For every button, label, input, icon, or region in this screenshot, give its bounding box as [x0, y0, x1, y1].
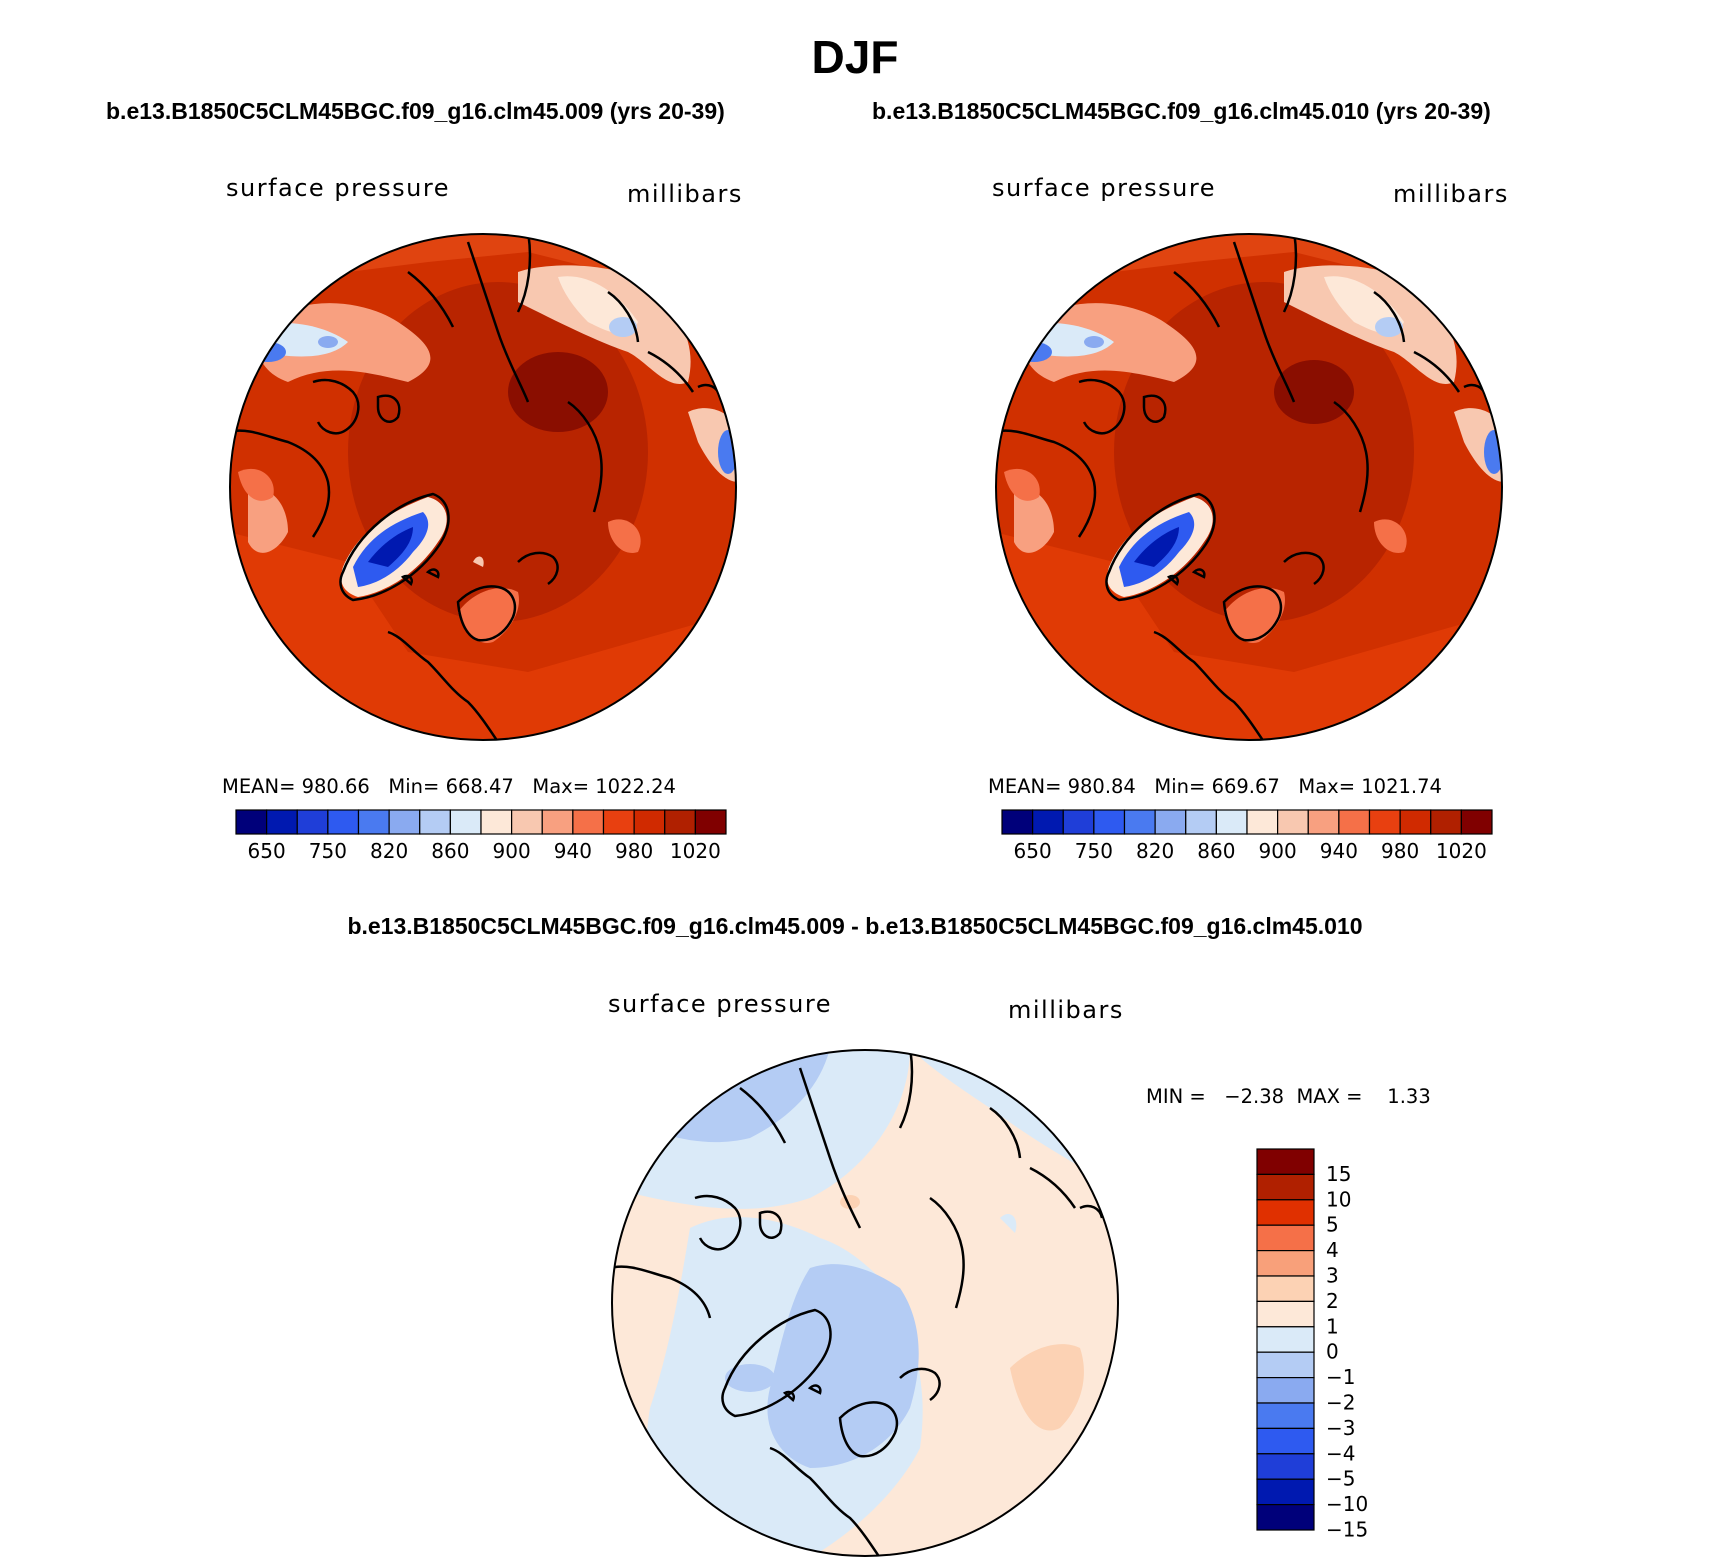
colorbar-left-swatch	[296, 809, 329, 835]
case-title-left: b.e13.B1850C5CLM45BGC.f09_g16.clm45.009 …	[106, 98, 725, 124]
colorbar-difference-swatch	[1256, 1224, 1315, 1252]
colorbar-left-swatch	[449, 809, 482, 835]
colorbar-right-swatch	[1185, 809, 1217, 835]
colorbar-difference-swatch	[1256, 1402, 1315, 1429]
colorbar-right-swatch	[1368, 809, 1401, 835]
panel-right-variable: surface pressure	[992, 174, 1216, 202]
colorbar-right-swatch	[1093, 809, 1126, 835]
colorbar-right-swatch	[1154, 809, 1187, 835]
colorbar-difference-swatch	[1256, 1275, 1315, 1302]
colorbar-left-swatch	[541, 809, 574, 835]
colorbar-difference-tick-label: 10	[1326, 1187, 1351, 1211]
difference-title: b.e13.B1850C5CLM45BGC.f09_g16.clm45.009 …	[347, 913, 1363, 939]
colorbar-left-tick-label: 1020	[670, 839, 721, 863]
colorbar-right-swatch	[1123, 809, 1156, 835]
panel-left-variable: surface pressure	[226, 174, 450, 202]
colorbar-left-swatch	[480, 809, 513, 835]
colorbar-left-swatch	[388, 809, 421, 835]
colorbar-difference-tick-label: 2	[1326, 1289, 1339, 1313]
colorbar-left-swatch	[694, 809, 727, 835]
colorbar-difference-tick-label: −3	[1326, 1416, 1355, 1440]
colorbar-right-swatch	[1032, 809, 1064, 835]
colorbar-right-swatch	[1399, 809, 1432, 835]
colorbar-difference-swatch	[1256, 1173, 1315, 1201]
colorbar-left-tick-label: 820	[370, 839, 408, 863]
colorbar-left-tick-label: 940	[554, 839, 592, 863]
diff-panel-variable: surface pressure	[608, 990, 832, 1018]
colorbar-left-swatch	[235, 809, 268, 835]
panel-right-stats: MEAN= 980.84 Min= 669.67 Max= 1021.74	[988, 775, 1442, 798]
colorbar-difference-tick-label: −2	[1326, 1391, 1355, 1415]
colorbar-right-tick-label: 820	[1136, 839, 1174, 863]
colorbar-difference-tick-label: 3	[1326, 1264, 1339, 1288]
colorbar-difference-swatch	[1256, 1148, 1315, 1175]
colorbar-right-tick-label: 940	[1320, 839, 1358, 863]
colorbar-difference-tick-label: −5	[1326, 1467, 1355, 1491]
colorbar-right-tick-label: 1020	[1436, 839, 1487, 863]
colorbar-difference-swatch	[1256, 1199, 1315, 1226]
polar-map-difference	[611, 1049, 1119, 1557]
colorbar-left-swatch	[266, 809, 298, 835]
case-title-right: b.e13.B1850C5CLM45BGC.f09_g16.clm45.010 …	[872, 98, 1491, 124]
polar-map-left	[229, 233, 737, 741]
colorbar-difference-tick-label: 0	[1326, 1340, 1339, 1364]
colorbar-left-tick-label: 860	[431, 839, 469, 863]
colorbar-difference-swatch	[1256, 1300, 1315, 1328]
figure-title: DJF	[811, 31, 899, 83]
colorbar-left-tick-label: 900	[493, 839, 531, 863]
colorbar-left-swatch	[511, 809, 543, 835]
colorbar-difference-tick-label: 1	[1326, 1314, 1339, 1338]
colorbar-difference-tick-label: 5	[1326, 1213, 1339, 1237]
panel-left-units: millibars	[627, 180, 743, 208]
colorbar-right-swatch	[1460, 809, 1493, 835]
colorbar-left-swatch	[419, 809, 451, 835]
colorbar-right-tick-label: 750	[1075, 839, 1113, 863]
colorbar-difference-swatch	[1256, 1351, 1315, 1379]
colorbar-difference-swatch	[1256, 1377, 1315, 1404]
colorbar-right-swatch	[1215, 809, 1248, 835]
colorbar-difference-tick-label: −4	[1326, 1441, 1355, 1465]
colorbar-right: 650 750 820 860 900 940 980 1020	[1001, 809, 1493, 863]
colorbar-difference-swatch	[1256, 1326, 1315, 1353]
colorbar-difference-swatch	[1256, 1249, 1315, 1277]
diff-panel-stats: MIN = −2.38 MAX = 1.33	[1146, 1085, 1431, 1108]
colorbar-difference-swatch	[1256, 1478, 1315, 1506]
colorbar-right-tick-label: 980	[1381, 839, 1419, 863]
colorbar-left-swatch	[664, 809, 696, 835]
colorbar-right-swatch	[1246, 809, 1279, 835]
colorbar-right-swatch	[1062, 809, 1095, 835]
colorbar-right-tick-label: 650	[1014, 839, 1052, 863]
colorbar-difference-tick-label: 4	[1326, 1238, 1339, 1262]
colorbar-difference-swatch	[1256, 1427, 1315, 1455]
colorbar-left: 650 750 820 860 900 940 980 1020	[235, 809, 727, 863]
colorbar-left-swatch	[602, 809, 635, 835]
high-pressure-core	[508, 352, 608, 432]
colorbar-left-swatch	[357, 809, 390, 835]
colorbar-left-tick-label: 980	[615, 839, 653, 863]
colorbar-right-swatch	[1338, 809, 1371, 835]
colorbar-left-tick-label: 650	[248, 839, 286, 863]
colorbar-left-swatch	[633, 809, 666, 835]
colorbar-difference-tick-label: −10	[1326, 1492, 1368, 1516]
panel-left-stats: MEAN= 980.66 Min= 668.47 Max= 1022.24	[222, 775, 676, 798]
colorbar-difference-tick-label: −15	[1326, 1518, 1368, 1542]
colorbar-left-tick-label: 750	[309, 839, 347, 863]
polar-map-right	[995, 233, 1503, 741]
colorbar-right-swatch	[1430, 809, 1462, 835]
colorbar-difference-tick-label: 15	[1326, 1162, 1351, 1186]
colorbar-right-swatch	[1277, 809, 1309, 835]
colorbar-difference-tick-label: −1	[1326, 1365, 1355, 1389]
colorbar-difference-swatch	[1256, 1453, 1315, 1480]
colorbar-right-swatch	[1001, 809, 1034, 835]
diff-panel-units: millibars	[1008, 996, 1124, 1024]
colorbar-right-swatch	[1307, 809, 1340, 835]
colorbar-difference-swatch	[1256, 1504, 1315, 1531]
colorbar-left-swatch	[327, 809, 360, 835]
panel-right-units: millibars	[1393, 180, 1509, 208]
colorbar-left-swatch	[572, 809, 605, 835]
colorbar-right-tick-label: 900	[1259, 839, 1297, 863]
colorbar-right-tick-label: 860	[1197, 839, 1235, 863]
